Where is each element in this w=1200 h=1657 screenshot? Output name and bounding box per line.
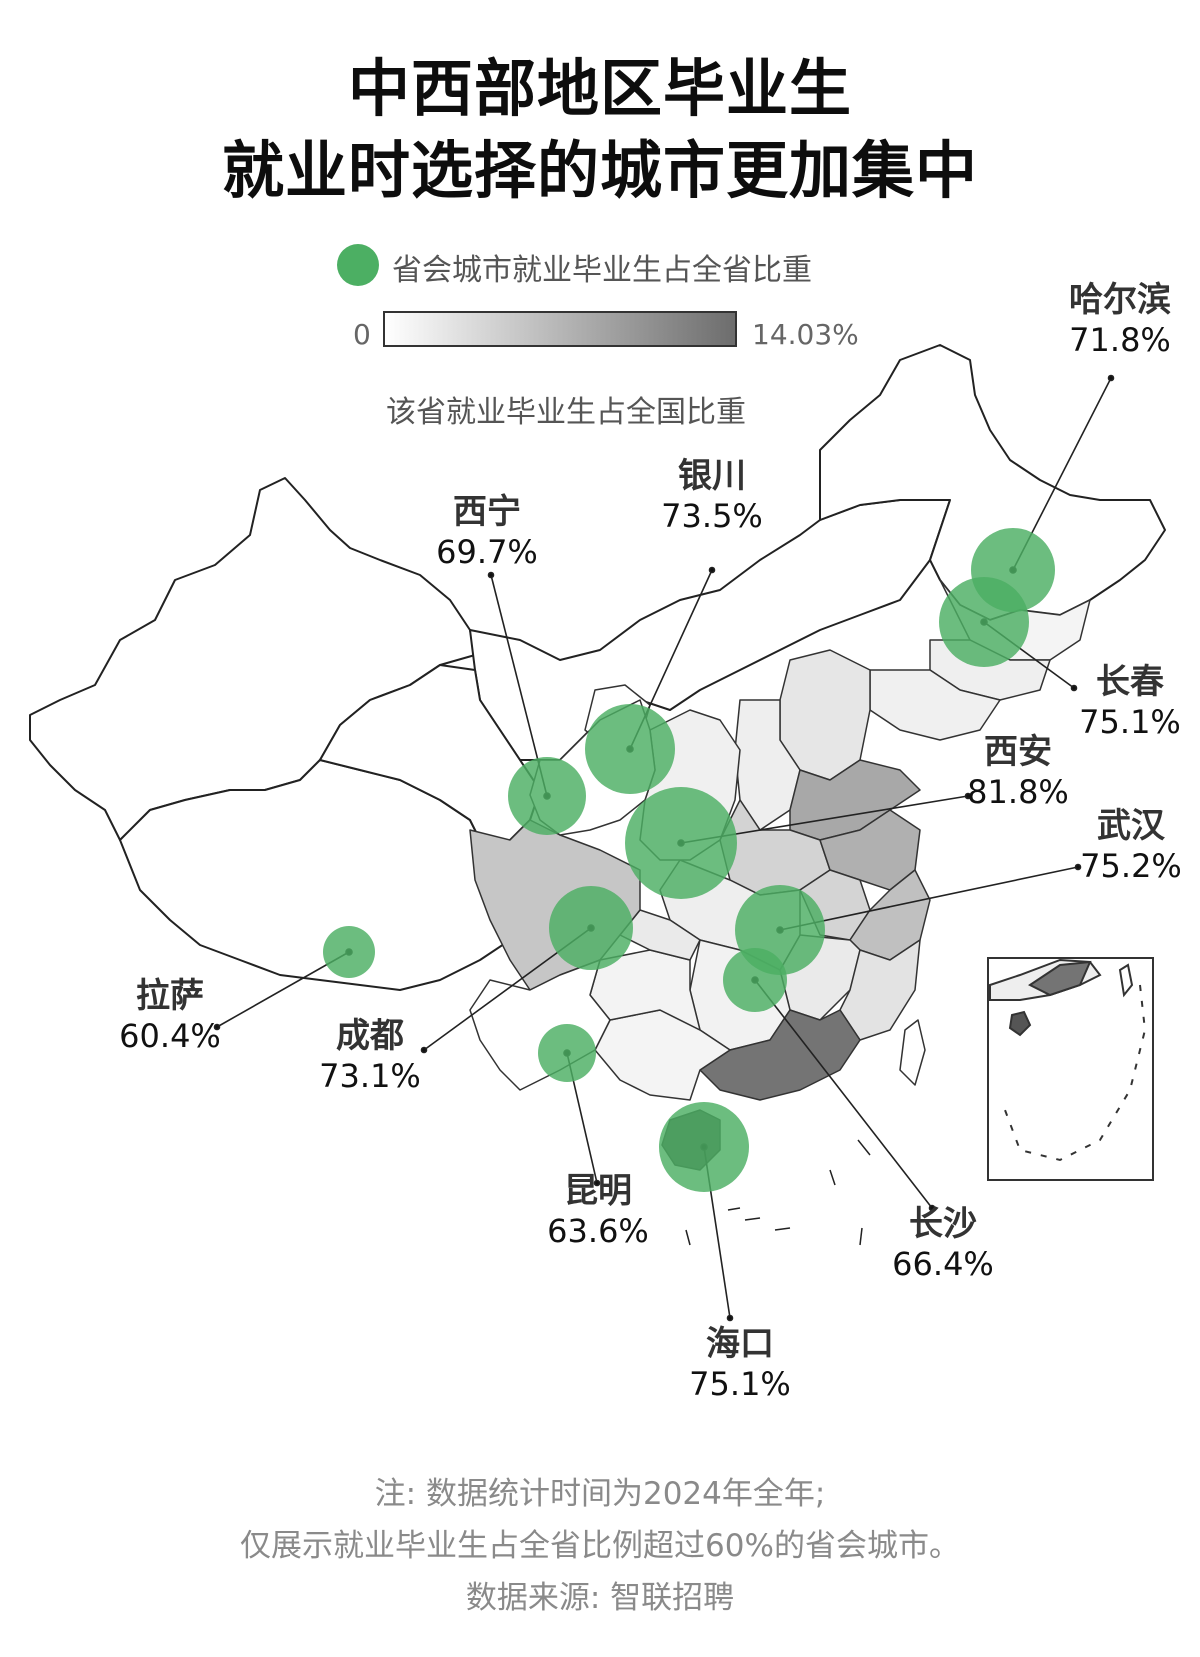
city-share-value: 63.6%	[547, 1212, 649, 1250]
island-cluster	[727, 1207, 791, 1231]
province-taiwan	[899, 1019, 926, 1086]
page-title-line-2: 就业时选择的城市更加集中	[221, 134, 978, 207]
province-outlines	[29, 344, 1166, 991]
province-liaoning	[869, 669, 1001, 741]
city-label: 西宁 69.7%	[407, 492, 567, 572]
city-label: 哈尔滨 71.8%	[1040, 280, 1200, 360]
inset-guangdong	[1028, 960, 1092, 997]
legend-gradient-bar	[383, 311, 737, 347]
connector-end	[1107, 374, 1115, 382]
city-label: 西安 81.8%	[938, 732, 1098, 812]
island-dash-3	[859, 1227, 863, 1246]
city-share-value: 69.7%	[436, 533, 538, 571]
city-name: 长沙	[909, 1204, 977, 1244]
city-circle	[625, 787, 737, 899]
legend-scale-label: 该省就业毕业生占全国比重	[386, 395, 746, 430]
city-label: 昆明 63.6%	[518, 1171, 678, 1251]
legend-scale-min: 0	[353, 318, 371, 351]
legend-circle-icon	[337, 244, 379, 286]
city-connector-line	[754, 979, 933, 1209]
city-share-value: 75.2%	[1080, 847, 1182, 885]
islands	[685, 1139, 871, 1246]
city-circle	[585, 704, 675, 794]
province-inner-mongolia-east	[819, 344, 1166, 621]
city-name: 拉萨	[136, 976, 204, 1016]
inset-hainan	[1008, 1010, 1032, 1037]
province-guangdong	[699, 1009, 861, 1101]
island-dash-1	[685, 1229, 691, 1246]
note-line-2: 仅展示就业毕业生占全省比例超过60%的省会城市。	[240, 1528, 960, 1564]
city-share-value: 81.8%	[967, 773, 1069, 811]
page-title-line-1: 中西部地区毕业生	[347, 52, 852, 125]
province-fujian	[839, 939, 921, 1041]
city-name: 昆明	[564, 1171, 632, 1211]
connector-end	[593, 1179, 601, 1187]
inset-taiwan	[1118, 963, 1134, 998]
south-china-sea-inset	[987, 957, 1154, 1181]
city-circle	[939, 577, 1029, 667]
city-share-value: 71.8%	[1069, 321, 1171, 359]
city-label: 拉萨 60.4%	[90, 976, 250, 1056]
connector-end	[1070, 684, 1078, 692]
city-connector-line	[779, 866, 1079, 931]
city-circle	[323, 926, 375, 978]
city-name: 西安	[984, 732, 1052, 772]
connector-end	[487, 571, 495, 579]
connector-end	[420, 1046, 428, 1054]
city-share-value: 73.5%	[661, 497, 763, 535]
legend-scale-max: 14.03%	[752, 318, 859, 351]
city-circles	[323, 528, 1055, 1192]
connector-end	[964, 792, 972, 800]
city-circle	[723, 948, 787, 1012]
inset-dash-line	[1004, 984, 1147, 1162]
city-label: 长春 75.1%	[1050, 662, 1200, 742]
city-circle	[549, 886, 633, 970]
city-label: 海口 75.1%	[660, 1324, 820, 1404]
connector-end	[928, 1204, 936, 1212]
connector-end	[726, 1314, 734, 1322]
city-share-value: 75.1%	[1079, 703, 1181, 741]
city-share-value: 75.1%	[689, 1365, 791, 1403]
city-share-value: 60.4%	[119, 1017, 221, 1055]
island-dash-2	[829, 1169, 836, 1186]
island-dash-4	[857, 1139, 871, 1156]
city-name: 西宁	[453, 492, 521, 532]
city-name: 银川	[678, 456, 746, 496]
note-line-1: 注: 数据统计时间为2024年全年;	[374, 1476, 826, 1512]
city-label: 银川 73.5%	[632, 456, 792, 536]
city-name: 武汉	[1097, 806, 1165, 846]
city-label: 武汉 75.2%	[1051, 806, 1200, 886]
city-name: 哈尔滨	[1069, 280, 1171, 320]
source-note: 数据来源: 智联招聘	[465, 1580, 735, 1616]
city-share-value: 73.1%	[319, 1057, 421, 1095]
connector-end	[708, 566, 716, 574]
city-label: 长沙 66.4%	[863, 1204, 1023, 1284]
city-share-value: 66.4%	[892, 1245, 994, 1283]
city-name: 海口	[706, 1324, 774, 1364]
city-name: 长春	[1096, 662, 1164, 702]
connector-end	[1074, 863, 1082, 871]
city-circle	[508, 757, 586, 835]
city-label: 成都 73.1%	[290, 1016, 450, 1096]
city-name: 成都	[336, 1016, 404, 1056]
city-circle	[659, 1102, 749, 1192]
city-circle	[538, 1024, 596, 1082]
legend-circle-label: 省会城市就业毕业生占全省比重	[392, 253, 812, 288]
connector-end	[213, 1023, 221, 1031]
